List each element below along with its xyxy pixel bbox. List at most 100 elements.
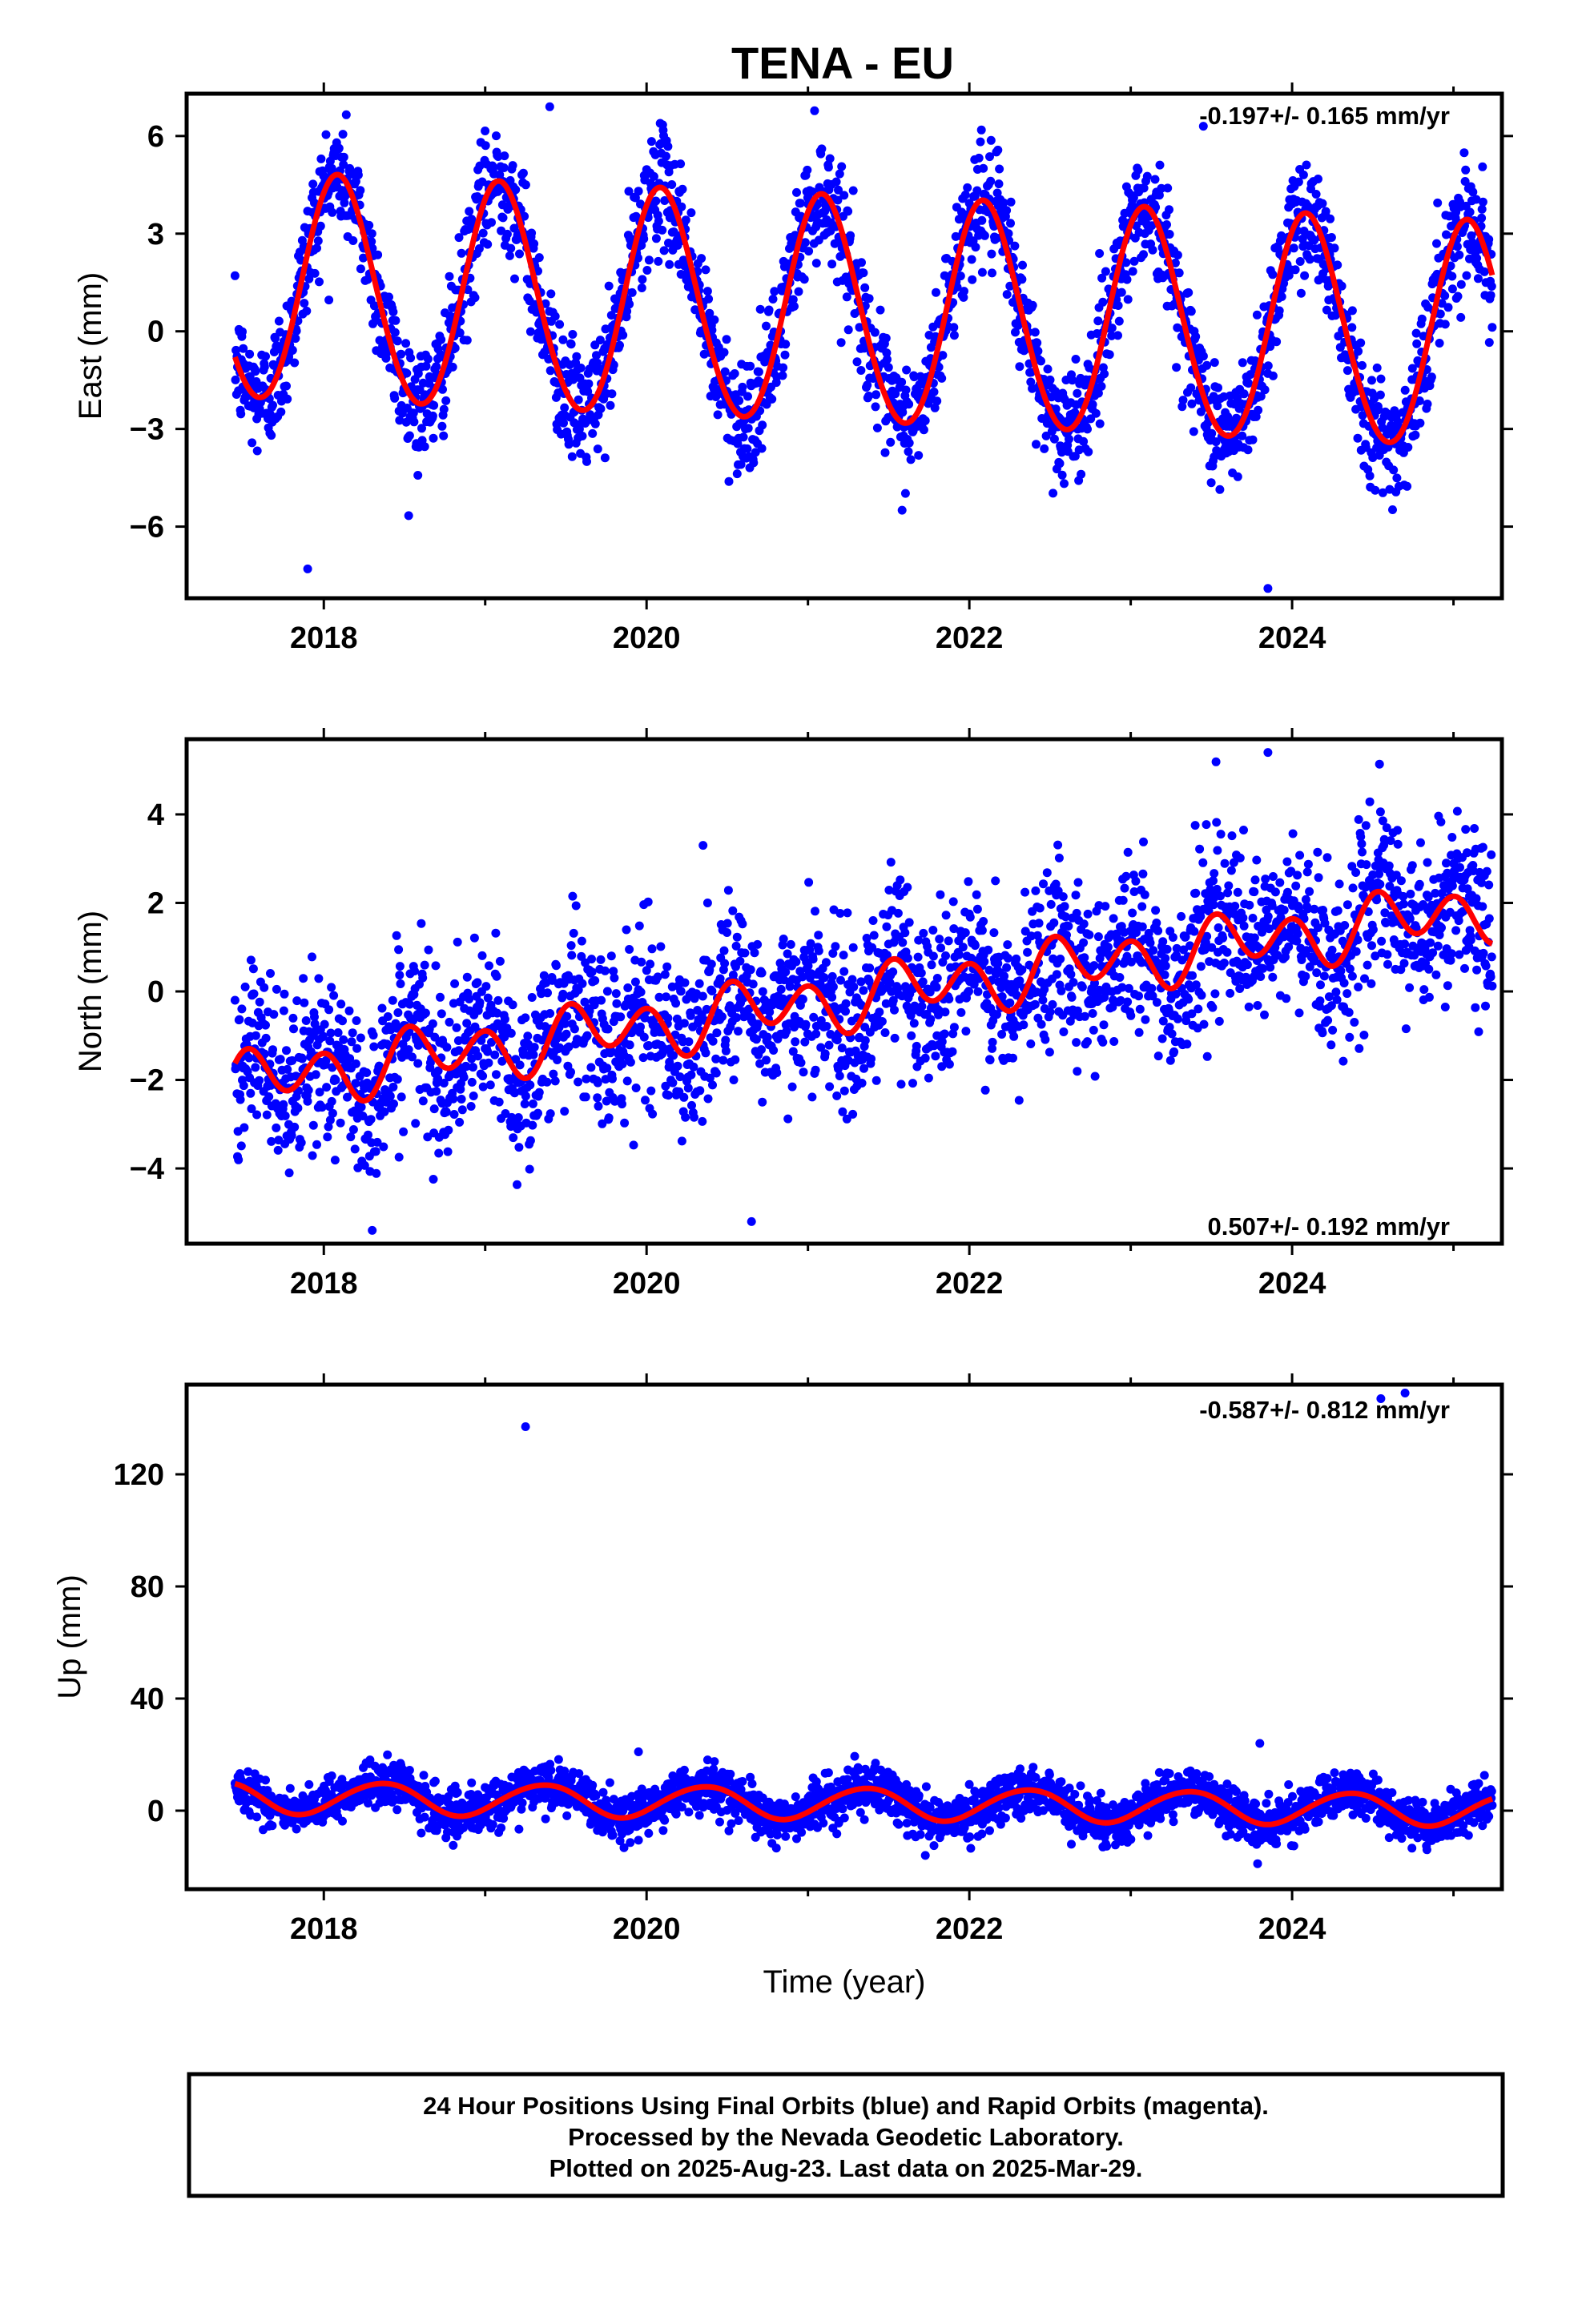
data-point <box>1291 881 1301 891</box>
data-point <box>344 1006 354 1015</box>
data-point <box>597 995 606 1005</box>
data-point <box>1108 1003 1117 1011</box>
data-point <box>799 275 809 284</box>
data-point <box>870 328 880 337</box>
data-point <box>562 1011 572 1021</box>
data-point <box>1350 1018 1359 1027</box>
data-point <box>1310 904 1319 914</box>
data-point <box>814 946 823 955</box>
data-point <box>1202 360 1212 370</box>
data-point <box>1478 197 1487 207</box>
data-point <box>679 1019 689 1028</box>
data-point <box>1056 955 1065 963</box>
data-point <box>1045 375 1055 384</box>
data-point <box>835 169 844 179</box>
data-point <box>1003 940 1012 950</box>
data-point <box>1049 434 1059 444</box>
data-point <box>730 369 739 378</box>
data-point <box>391 316 401 325</box>
data-point <box>272 1123 281 1132</box>
data-point <box>869 931 879 940</box>
data-point <box>1226 866 1236 875</box>
data-point <box>701 1048 710 1058</box>
data-point <box>267 1136 276 1146</box>
data-point <box>1327 945 1337 955</box>
data-point <box>1363 960 1372 970</box>
data-point <box>828 949 838 958</box>
data-point <box>323 1132 332 1142</box>
data-point <box>1017 965 1027 975</box>
data-point <box>284 1168 294 1178</box>
data-point <box>445 1017 454 1027</box>
data-point <box>974 153 984 163</box>
data-point <box>1204 907 1214 916</box>
data-point <box>839 1086 849 1096</box>
data-point <box>639 234 649 243</box>
data-point <box>810 106 819 115</box>
data-point <box>493 1008 502 1018</box>
data-point <box>1355 1043 1364 1053</box>
data-point <box>604 281 614 291</box>
data-point <box>558 335 568 344</box>
data-point <box>1098 1037 1108 1047</box>
data-point <box>831 942 840 951</box>
data-point <box>356 1033 365 1043</box>
data-point <box>457 1105 467 1115</box>
data-point <box>351 1079 360 1088</box>
data-point <box>1080 1011 1089 1021</box>
data-point <box>796 1058 806 1068</box>
data-point <box>585 1006 594 1015</box>
data-point <box>606 951 616 961</box>
data-point <box>560 1019 570 1028</box>
data-point <box>283 394 292 404</box>
data-point <box>290 358 300 368</box>
data-point <box>367 229 376 239</box>
data-point <box>609 967 618 976</box>
data-point <box>949 1023 959 1032</box>
data-point <box>1389 465 1399 475</box>
data-point <box>593 1093 602 1103</box>
data-point <box>835 909 845 918</box>
data-point <box>423 354 433 364</box>
data-point <box>804 878 814 887</box>
data-point <box>487 1038 496 1047</box>
data-point <box>1090 1072 1100 1081</box>
data-point <box>310 1012 319 1022</box>
data-point <box>1211 437 1221 447</box>
data-point <box>1174 268 1184 278</box>
data-point <box>248 964 258 974</box>
data-point <box>1407 364 1417 373</box>
data-point <box>1002 963 1012 972</box>
data-point <box>348 1028 357 1038</box>
data-point <box>1393 417 1403 427</box>
data-point <box>1342 900 1352 910</box>
data-point <box>559 418 568 428</box>
data-point <box>1456 312 1466 322</box>
data-point <box>776 984 786 994</box>
data-point <box>902 365 912 375</box>
data-point <box>1455 250 1464 259</box>
data-point <box>671 999 681 1008</box>
data-point <box>462 972 472 982</box>
data-point <box>977 215 987 225</box>
data-point <box>785 982 795 991</box>
data-point <box>1313 847 1322 857</box>
data-point <box>282 381 291 391</box>
data-point <box>1328 1025 1338 1035</box>
data-point <box>388 1082 398 1092</box>
data-point <box>1258 963 1268 973</box>
data-point <box>767 394 777 404</box>
data-point <box>466 1102 476 1111</box>
data-point <box>706 959 716 969</box>
data-point <box>1315 996 1325 1006</box>
data-point <box>654 256 663 266</box>
data-point <box>1073 388 1082 398</box>
data-point <box>1300 271 1310 280</box>
data-point <box>857 1079 867 1088</box>
data-point <box>421 1008 430 1018</box>
data-point <box>1053 840 1063 850</box>
data-point <box>837 162 847 171</box>
data-point <box>999 198 1008 207</box>
data-point <box>1085 930 1094 939</box>
